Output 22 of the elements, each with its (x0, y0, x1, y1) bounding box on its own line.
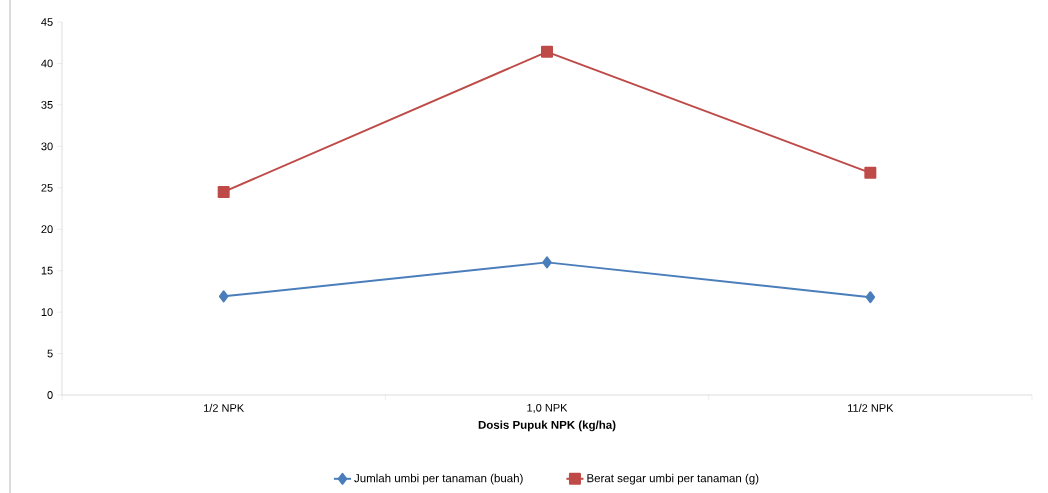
point (542, 256, 552, 269)
point (217, 185, 230, 198)
x-tick-label: 1/2 NPK (204, 403, 245, 412)
y-tick-label: 35 (41, 101, 53, 109)
y-tick-label: 15 (41, 266, 53, 275)
y-tick-label: 0 (47, 391, 53, 399)
legend-label: Jumlah umbi per tanaman (buah) (354, 473, 523, 485)
y-tick-label: 30 (41, 142, 53, 151)
legend-label: Berat segar umbi per tanaman (g) (587, 473, 759, 485)
y-tick-label: 10 (41, 308, 53, 317)
y-tick-label: 5 (47, 349, 53, 358)
y-tick-label: 45 (41, 18, 53, 26)
point (541, 45, 554, 58)
y-tick-label: 25 (41, 183, 53, 192)
x-tick-label: 11/2 NPK (848, 403, 894, 412)
point (864, 166, 877, 179)
x-tick-label: 1,0 NPK (527, 403, 568, 413)
x-axis-title: Dosis Pupuk NPK (kg/ha) (478, 420, 616, 432)
y-tick-label: 20 (41, 225, 53, 234)
point (218, 290, 229, 303)
point (865, 291, 876, 304)
y-tick-label: 40 (41, 59, 53, 68)
